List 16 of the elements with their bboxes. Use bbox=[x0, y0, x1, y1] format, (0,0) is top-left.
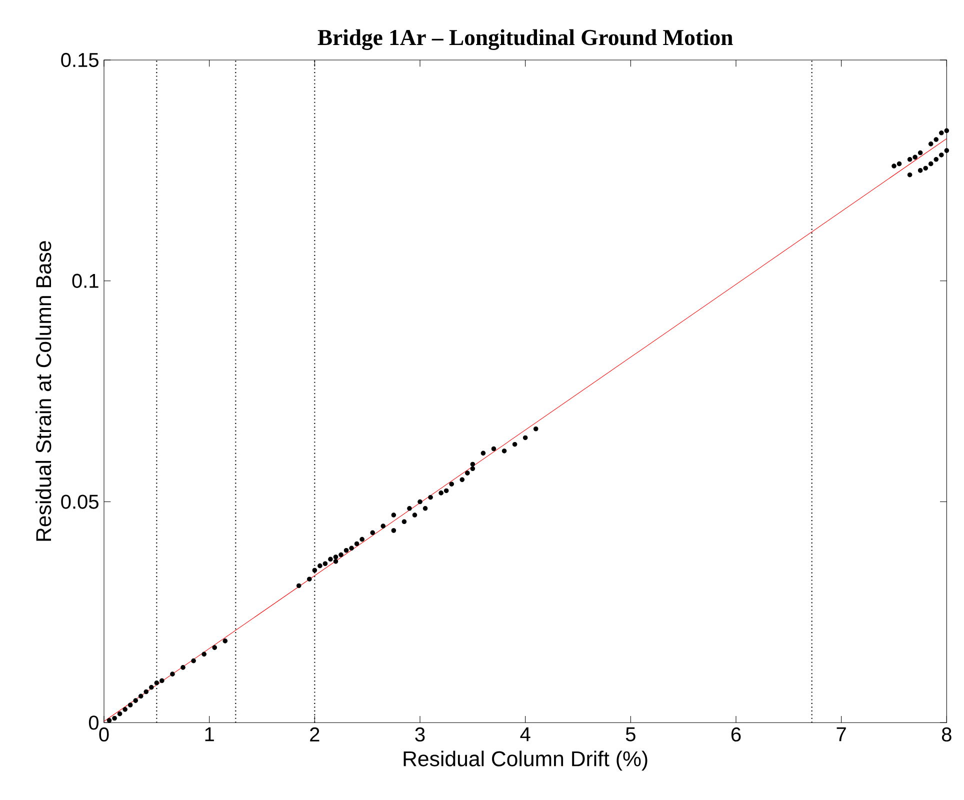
x-tick-label: 0 bbox=[99, 727, 109, 742]
y-tick-label: 0.05 bbox=[61, 494, 98, 509]
x-tick-label: 6 bbox=[731, 727, 741, 742]
x-tick-label: 1 bbox=[205, 727, 214, 742]
x-tick-label: 2 bbox=[310, 727, 320, 742]
x-tick-label: 8 bbox=[942, 727, 952, 742]
y-tick-label: 0 bbox=[88, 716, 98, 730]
y-tick-label: 0.1 bbox=[72, 274, 98, 288]
y-tick-label: 0.15 bbox=[61, 52, 98, 68]
chart-title: Bridge 1Ar – Longitudinal Ground Motion bbox=[318, 29, 733, 50]
y-axis-title: Residual Strain at Column Base bbox=[36, 241, 52, 541]
x-tick-label: 7 bbox=[836, 727, 846, 742]
x-tick-label: 4 bbox=[520, 727, 530, 742]
x-tick-label: 3 bbox=[415, 727, 425, 742]
x-tick-label: 5 bbox=[626, 727, 636, 742]
x-axis-title: Residual Column Drift (%) bbox=[404, 750, 648, 771]
